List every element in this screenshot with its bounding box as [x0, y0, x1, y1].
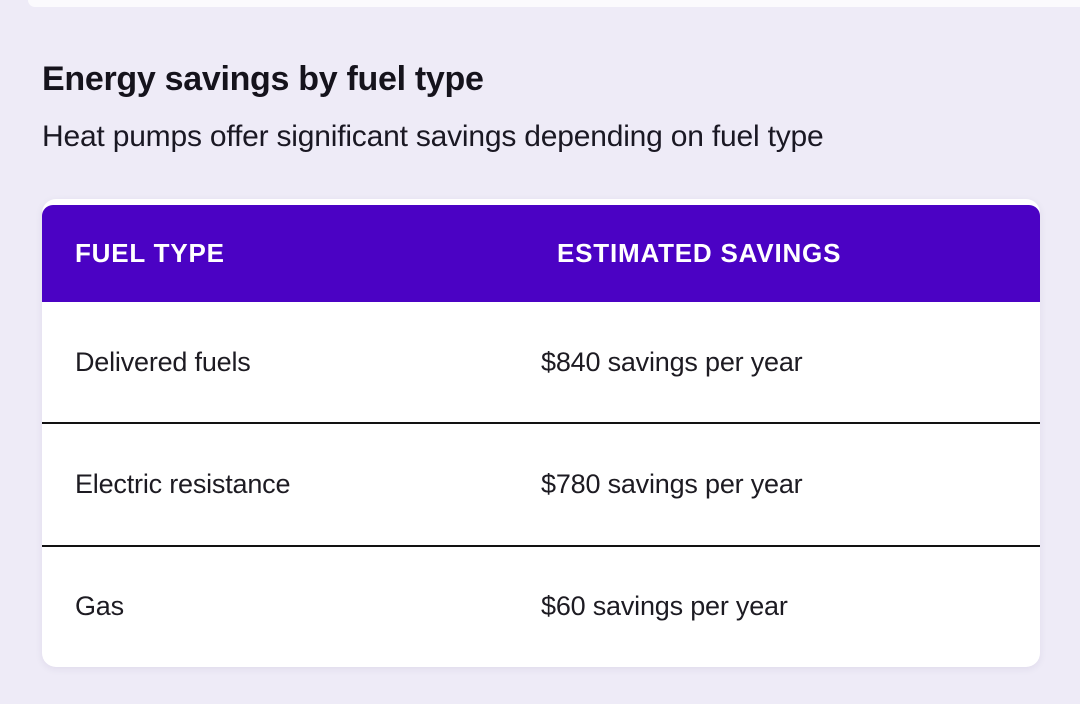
fuel-type-cell: Delivered fuels — [75, 346, 251, 377]
column-header-estimated-savings: ESTIMATED SAVINGS — [557, 238, 842, 268]
page-subtitle: Heat pumps offer significant savings dep… — [42, 120, 824, 153]
estimated-savings-cell: $60 savings per year — [541, 591, 788, 622]
column-header-fuel-type: FUEL TYPE — [75, 238, 225, 268]
table-header-row: FUEL TYPE ESTIMATED SAVINGS — [42, 205, 1040, 302]
cropped-card-edge — [28, 0, 1080, 7]
savings-table-card: FUEL TYPE ESTIMATED SAVINGS Delivered fu… — [42, 199, 1040, 667]
table-row-electric-resistance: Electric resistance $780 savings per yea… — [42, 422, 1040, 544]
table-row-gas: Gas $60 savings per year — [42, 544, 1040, 667]
page-title: Energy savings by fuel type — [42, 60, 484, 98]
table-row-delivered-fuels: Delivered fuels $840 savings per year — [42, 302, 1040, 422]
fuel-type-cell: Gas — [75, 591, 124, 622]
estimated-savings-cell: $780 savings per year — [541, 468, 803, 499]
estimated-savings-cell: $840 savings per year — [541, 346, 803, 377]
table-body: Delivered fuels $840 savings per year El… — [42, 302, 1040, 667]
fuel-type-cell: Electric resistance — [75, 468, 291, 499]
